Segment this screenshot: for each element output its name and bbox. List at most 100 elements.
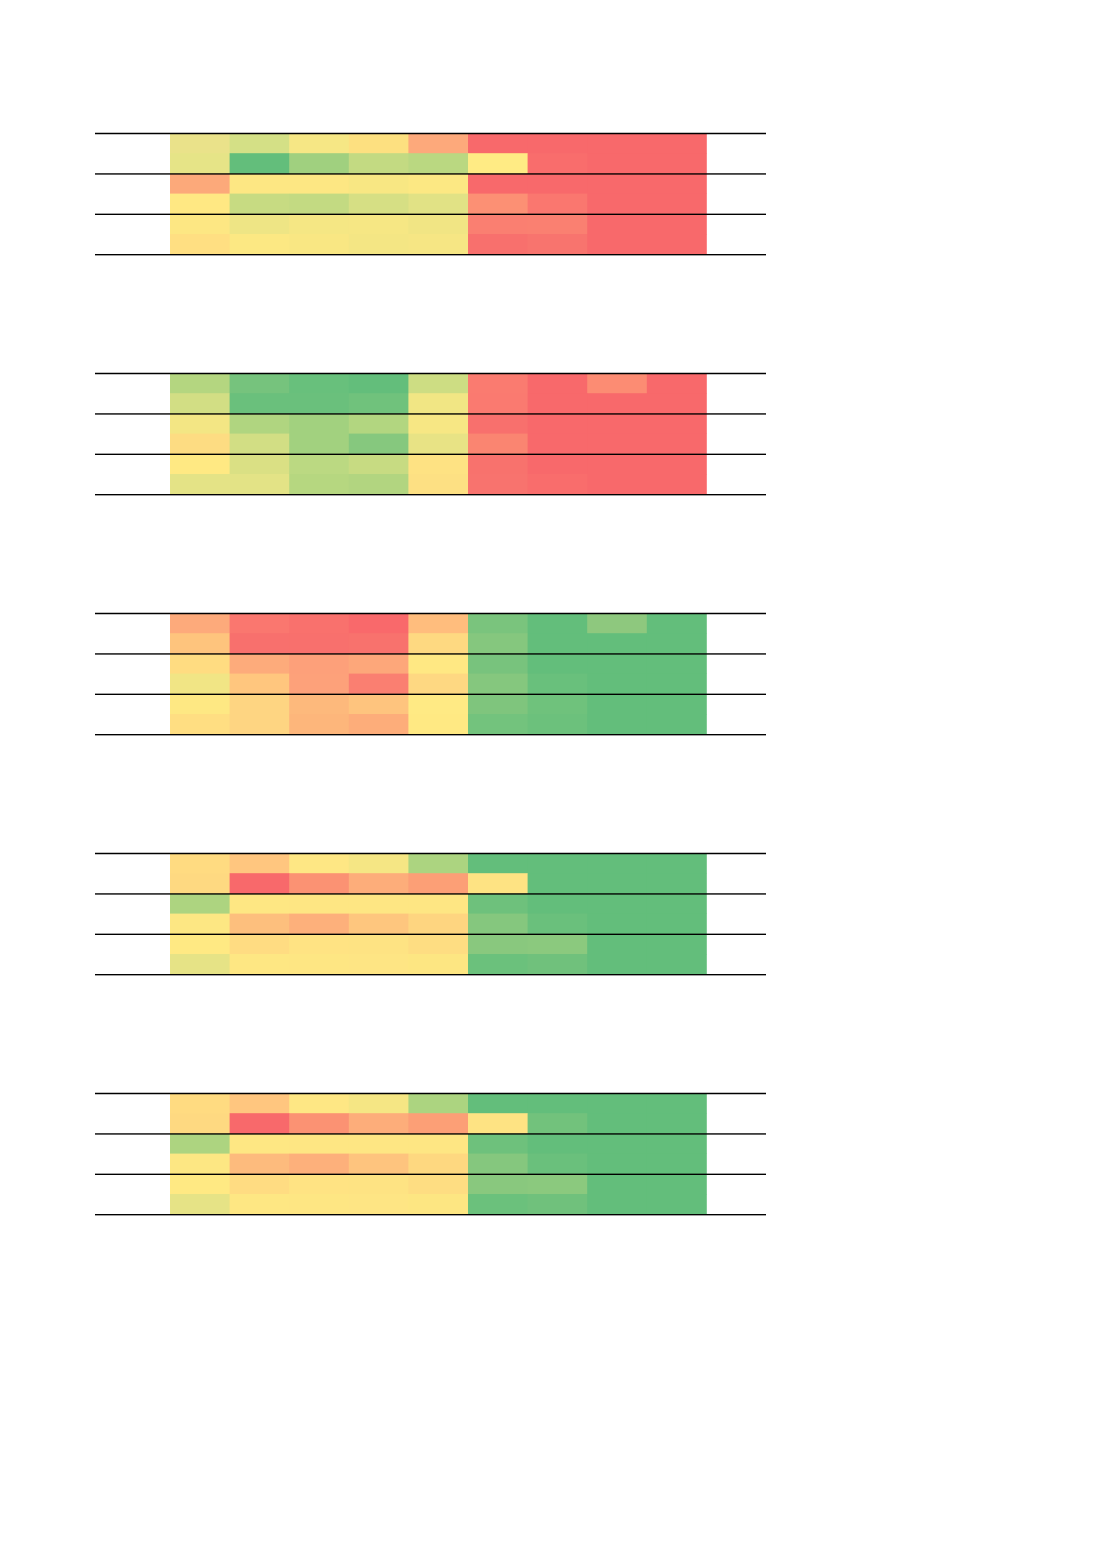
heat-cell-r2-c7 (527, 1113, 588, 1134)
heat-cell-r6-c7 (527, 714, 588, 735)
heat-cell-r2-c5 (408, 153, 469, 174)
heat-cell-r6-c2 (229, 474, 290, 495)
heat-cell-r3-c7 (527, 1133, 588, 1154)
heat-cell-r3-c2 (229, 653, 290, 674)
heat-cell-r2-c3 (289, 1113, 350, 1134)
heat-cell-r3-c8 (587, 893, 648, 914)
heat-cell-r6-c8 (587, 234, 648, 255)
heat-cell-r4-c8 (587, 913, 648, 935)
heat-cell-r3-c3 (289, 413, 350, 434)
heat-cell-r3-c1 (170, 413, 230, 434)
heat-cell-r6-c6 (468, 1194, 528, 1215)
heat-cell-r2-c3 (289, 153, 350, 174)
heat-cell-r6-c9 (646, 954, 707, 975)
heat-cell-r6-c7 (527, 234, 588, 255)
heat-cell-r4-c8 (587, 673, 648, 695)
heatmap-table-5 (95, 1092, 766, 1216)
heat-cell-r6-c4 (348, 954, 409, 975)
heat-cell-r1-c7 (527, 1093, 588, 1114)
heat-cell-r5-c3 (289, 1173, 350, 1195)
heat-cell-r6-c9 (646, 474, 707, 495)
heatmap-table-3 (95, 612, 766, 736)
heat-cell-r4-c3 (289, 193, 350, 215)
heat-cell-r2-c2 (229, 393, 290, 414)
heat-cell-r5-c5 (408, 213, 469, 235)
heat-cell-r4-c3 (289, 433, 350, 455)
heat-cell-r4-c5 (408, 913, 469, 935)
heatmap-grid-1 (95, 132, 766, 256)
heat-cell-r1-c8 (587, 853, 648, 874)
heat-cell-r4-c8 (587, 193, 648, 215)
heat-cell-r3-c3 (289, 1133, 350, 1154)
heat-cell-r5-c9 (646, 693, 707, 715)
heat-cell-r3-c9 (646, 653, 707, 674)
heat-cell-r3-c5 (408, 413, 469, 434)
heat-cell-r4-c7 (527, 433, 588, 455)
heat-cell-r4-c7 (527, 913, 588, 935)
heat-cell-r4-c1 (170, 913, 230, 935)
heat-cell-r4-c4 (348, 913, 409, 935)
heat-cell-r5-c4 (348, 213, 409, 235)
heat-cell-r2-c7 (527, 873, 588, 894)
heat-cell-r6-c5 (408, 474, 469, 495)
heat-cell-r2-c6 (468, 633, 528, 654)
heat-cell-r5-c7 (527, 693, 588, 715)
heat-cell-r3-c2 (229, 413, 290, 434)
heat-cell-r6-c1 (170, 714, 230, 735)
heat-cell-r2-c1 (170, 393, 230, 414)
heat-cell-r1-c1 (170, 613, 230, 634)
heat-cell-r5-c9 (646, 213, 707, 235)
heat-cell-r4-c1 (170, 433, 230, 455)
heat-cell-r2-c1 (170, 873, 230, 894)
heat-cell-r2-c2 (229, 153, 290, 174)
heat-cell-r1-c5 (408, 1093, 469, 1114)
heat-cell-r4-c5 (408, 673, 469, 695)
heat-cell-r2-c5 (408, 873, 469, 894)
heatmap-grid-3 (95, 612, 766, 736)
heat-cell-r1-c6 (468, 613, 528, 634)
heat-cell-r4-c3 (289, 913, 350, 935)
heat-cell-r3-c3 (289, 653, 350, 674)
heat-cell-r4-c9 (646, 1153, 707, 1175)
heat-cell-r2-c3 (289, 873, 350, 894)
heat-cell-r1-c3 (289, 853, 350, 874)
heat-cell-r4-c9 (646, 193, 707, 215)
heat-cell-r4-c4 (348, 1153, 409, 1175)
heatmap-table-1 (95, 132, 766, 256)
heat-cell-r5-c6 (468, 693, 528, 715)
heat-cell-r1-c4 (348, 373, 409, 394)
heat-cell-r1-c8 (587, 613, 648, 634)
heat-cell-r6-c6 (468, 474, 528, 495)
heat-cell-r5-c3 (289, 453, 350, 475)
heat-cell-r3-c4 (348, 653, 409, 674)
heat-cell-r6-c5 (408, 234, 469, 255)
heat-cell-r3-c8 (587, 413, 648, 434)
heatmap-table-2 (95, 372, 766, 496)
heat-cell-r3-c6 (468, 413, 528, 434)
heat-cell-r5-c3 (289, 693, 350, 715)
heat-cell-r6-c2 (229, 954, 290, 975)
heat-cell-r5-c6 (468, 933, 528, 955)
heat-cell-r6-c8 (587, 954, 648, 975)
heat-cell-r5-c7 (527, 213, 588, 235)
heat-cell-r6-c1 (170, 954, 230, 975)
heat-cell-r2-c8 (587, 393, 648, 414)
heat-cell-r6-c5 (408, 1194, 469, 1215)
heat-cell-r5-c1 (170, 693, 230, 715)
heat-cell-r3-c6 (468, 173, 528, 194)
heat-cell-r1-c4 (348, 613, 409, 634)
heat-cell-r2-c7 (527, 393, 588, 414)
heat-cell-r1-c6 (468, 373, 528, 394)
heat-cell-r4-c6 (468, 1153, 528, 1175)
heat-cell-r3-c6 (468, 893, 528, 914)
heat-cell-r1-c3 (289, 613, 350, 634)
heatmap-grid-4 (95, 852, 766, 976)
heat-cell-r2-c3 (289, 393, 350, 414)
heat-cell-r3-c4 (348, 413, 409, 434)
heat-cell-r2-c9 (646, 1113, 707, 1134)
heat-cell-r5-c5 (408, 453, 469, 475)
heat-cell-r2-c1 (170, 153, 230, 174)
heat-cell-r4-c6 (468, 193, 528, 215)
heat-cell-r2-c3 (289, 633, 350, 654)
heat-cell-r2-c2 (229, 873, 290, 894)
